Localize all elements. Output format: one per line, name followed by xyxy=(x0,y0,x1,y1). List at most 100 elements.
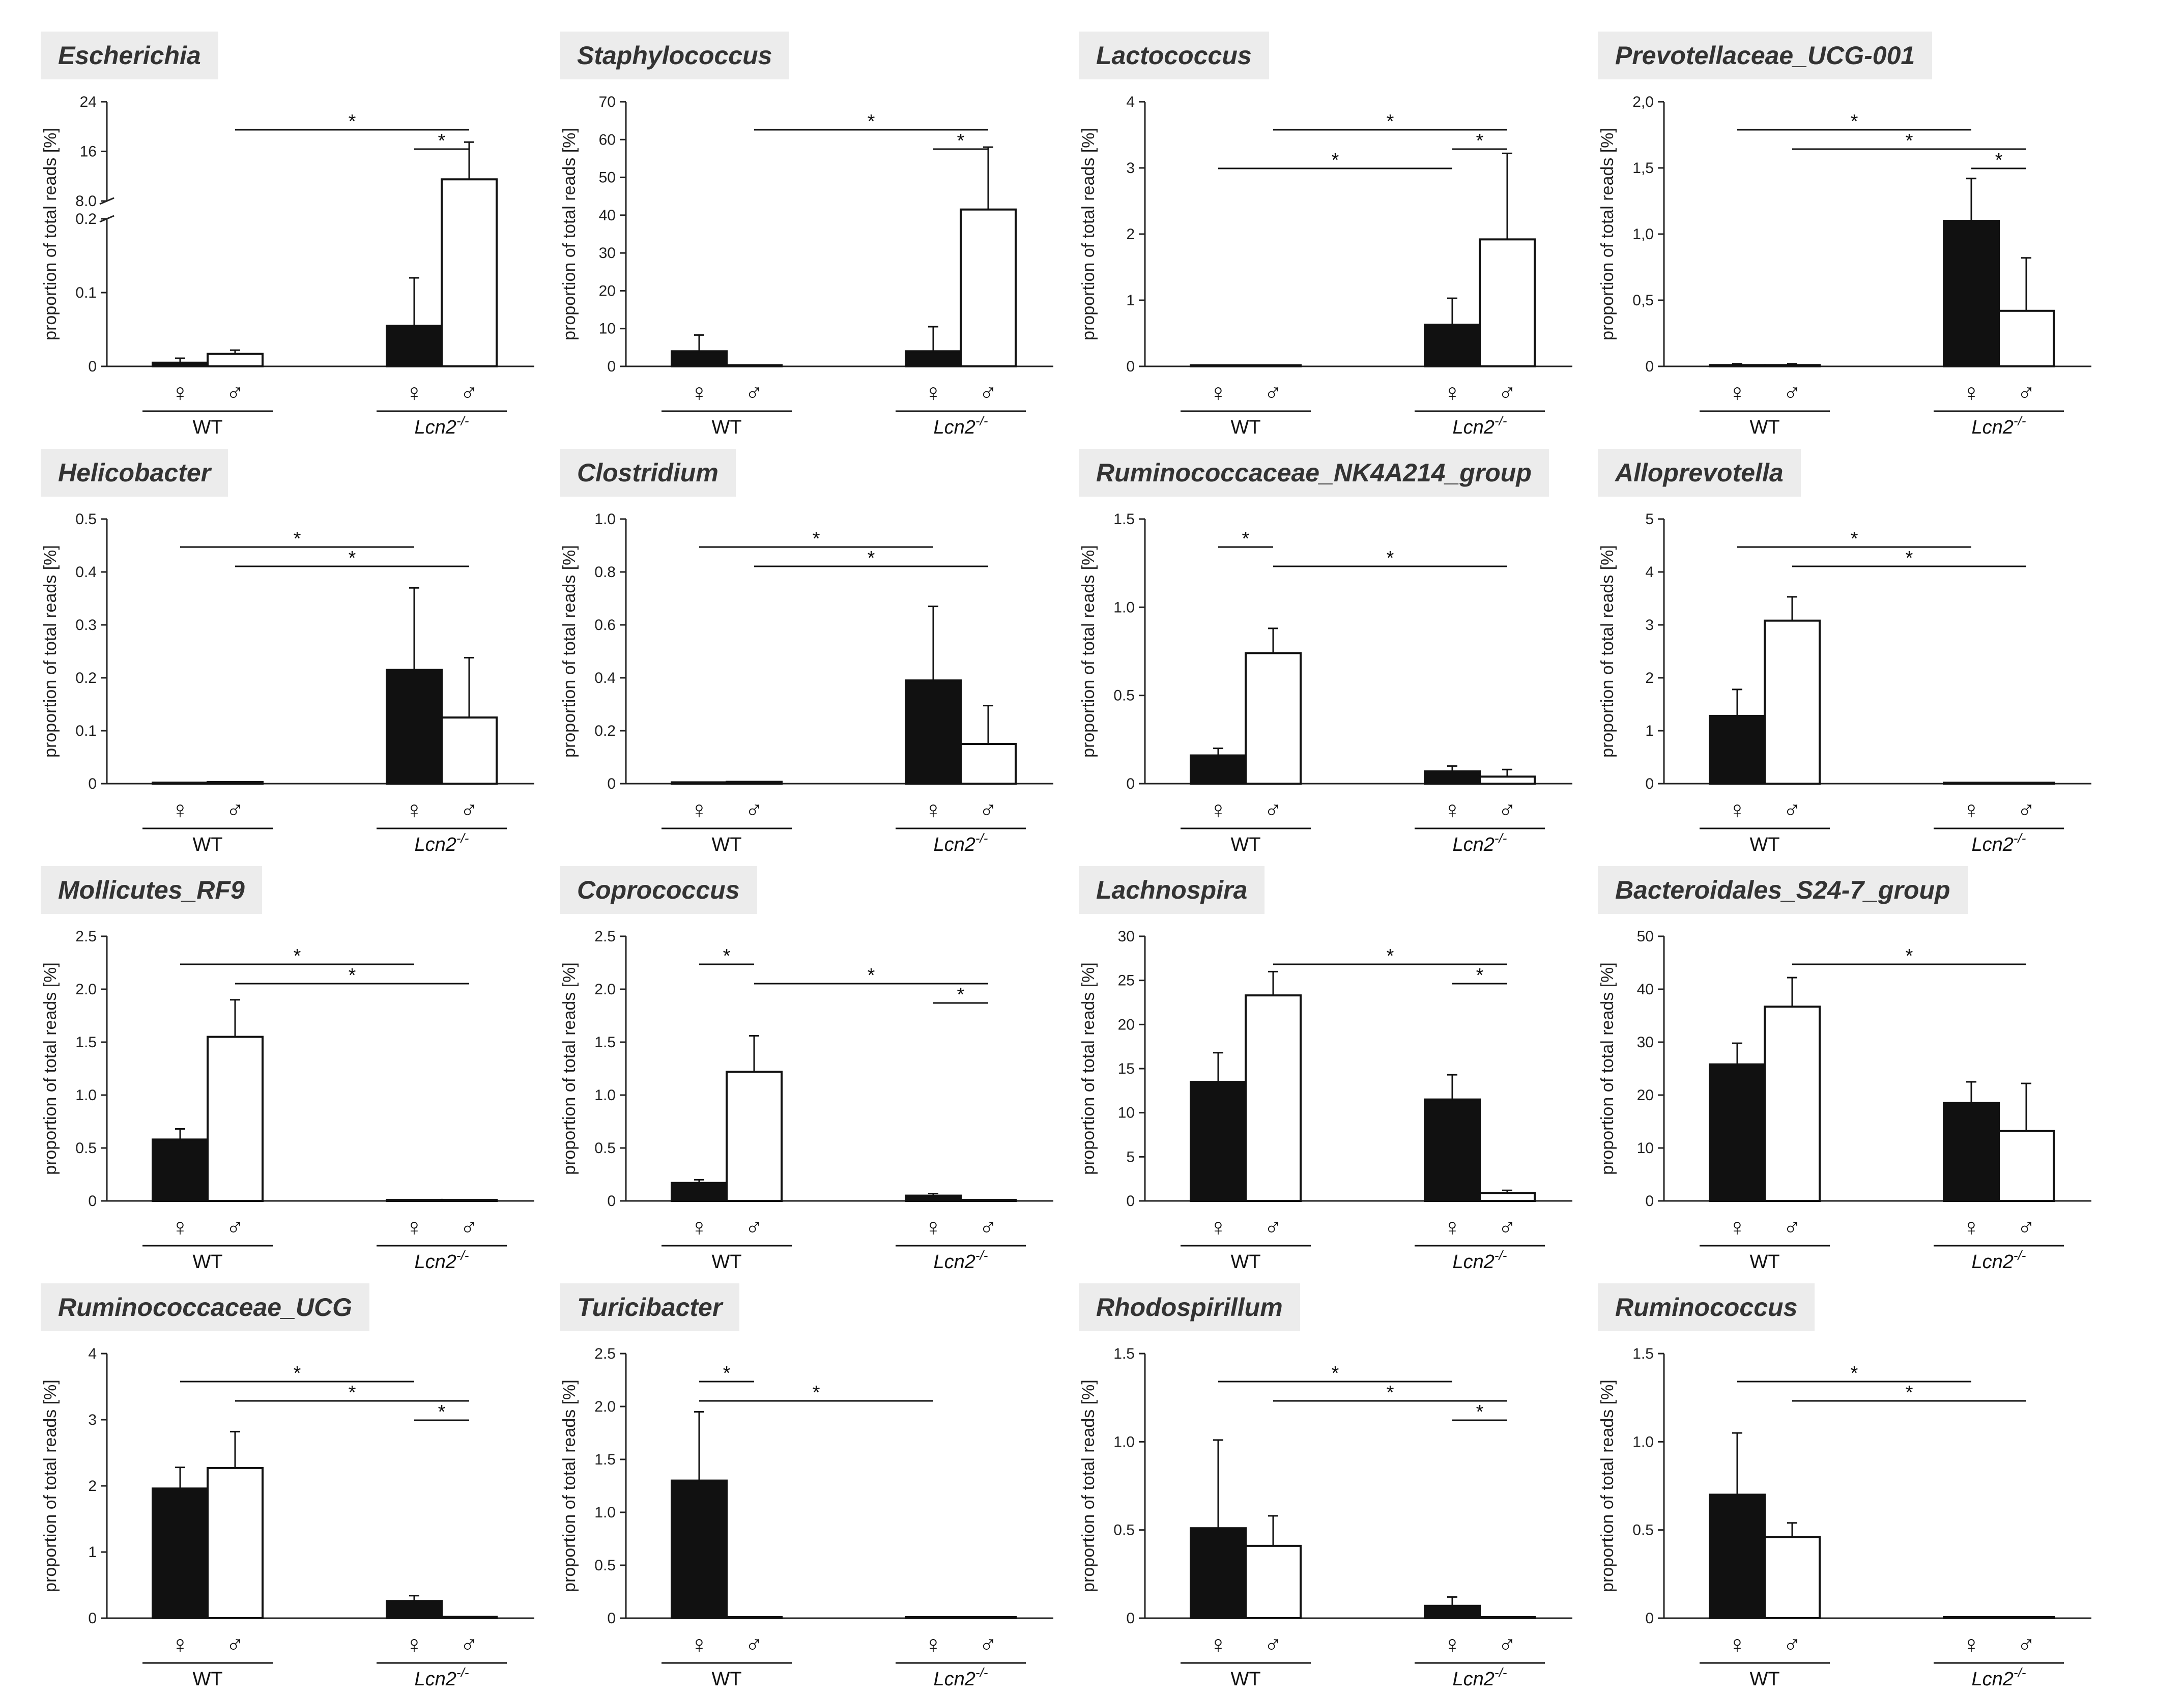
sex-symbol: ♂ xyxy=(2017,797,2035,824)
y-tick-label: 0.5 xyxy=(75,511,97,528)
group-label: Lcn2-/- xyxy=(934,830,988,855)
chart-svg: 0 0.5 1.0 1.5 proportion of total reads [%] ♀… xyxy=(1598,1345,2091,1689)
significance-star: * xyxy=(438,130,446,152)
y-tick-label: 0,5 xyxy=(1632,292,1654,309)
y-tick-label: 24 xyxy=(80,94,97,110)
y-tick-label: 0 xyxy=(88,358,97,375)
chart-panel: 0 1 2 3 4 proportion of total reads [%] ♀ ♂ WT ♀ ♂… xyxy=(20,1272,550,1689)
group-label-base: Lcn2 xyxy=(1972,1251,2014,1272)
group-label-superscript: -/- xyxy=(456,830,469,846)
sex-symbol: ♂ xyxy=(460,1214,478,1241)
bar xyxy=(1709,714,1766,785)
y-tick-label: 0 xyxy=(1126,776,1135,792)
chart-svg: 0 10 20 30 40 50 proportion of total reads [%]… xyxy=(1598,928,2091,1272)
y-tick-label: 60 xyxy=(599,131,616,148)
group-label: WT xyxy=(1749,417,1779,438)
y-tick-label: 16 xyxy=(80,143,97,160)
significance-star: * xyxy=(349,965,356,986)
chart-panel: 0 0.5 1.0 1.5 proportion of total reads [%] ♀… xyxy=(1577,1272,2107,1689)
y-tick-label: 20 xyxy=(1118,1016,1135,1033)
y-tick-label: 3 xyxy=(1645,617,1654,634)
y-tick-label: 0 xyxy=(607,1610,616,1627)
sex-symbol: ♂ xyxy=(226,1631,244,1658)
y-tick-label: 1.5 xyxy=(594,1034,616,1051)
sex-symbol: ♀ xyxy=(1962,1631,1980,1658)
chart-svg: 0 0.1 0.2 0.3 0.4 0.5 proportion of total read… xyxy=(41,511,534,855)
y-axis-label: proportion of total reads [%] xyxy=(41,128,60,340)
group-label: Lcn2-/- xyxy=(1453,830,1507,855)
group-label-base: Lcn2 xyxy=(934,834,975,855)
significance-star: * xyxy=(813,528,820,550)
group-label: WT xyxy=(711,1251,741,1272)
sex-symbol: ♀ xyxy=(1728,380,1746,407)
sex-symbol: ♂ xyxy=(1498,1214,1516,1241)
y-tick-label: 0 xyxy=(1645,1193,1654,1210)
group-label: Lcn2-/- xyxy=(415,830,469,855)
bar xyxy=(905,1194,962,1202)
chart-panel: 0 0.2 0.4 0.6 0.8 1.0 proportion of total read… xyxy=(539,438,1069,855)
y-tick-label: 0.5 xyxy=(1113,1522,1135,1539)
group-label: WT xyxy=(711,417,741,438)
sex-symbol: ♀ xyxy=(405,1631,423,1658)
chart-panel: 0 0.5 1.0 1.5 proportion of total reads [%] ♀… xyxy=(1058,1272,1588,1689)
significance-star: * xyxy=(349,111,356,132)
group-label-superscript: -/- xyxy=(975,1248,988,1263)
sex-symbol: ♀ xyxy=(1728,797,1746,824)
significance-star: * xyxy=(868,548,875,569)
group-label-superscript: -/- xyxy=(1495,413,1507,428)
group-label: WT xyxy=(192,417,222,438)
y-tick-label: 3 xyxy=(88,1412,97,1428)
bar xyxy=(207,781,264,785)
y-tick-label: 1 xyxy=(1645,723,1654,739)
y-tick-label: 1,5 xyxy=(1632,160,1654,177)
group-label: WT xyxy=(1749,1669,1779,1689)
sex-symbol: ♂ xyxy=(1783,1214,1801,1241)
significance-star: * xyxy=(1906,130,1913,152)
bar xyxy=(1424,770,1481,785)
y-tick-label: 0 xyxy=(607,1193,616,1210)
y-tick-label: 30 xyxy=(599,245,616,262)
group-label-base: Lcn2 xyxy=(1972,834,2014,855)
group-label: WT xyxy=(192,834,222,855)
chart-panel: 0 0.5 1.0 1.5 2.0 2.5 proportion of total read… xyxy=(539,855,1069,1272)
sex-symbol: ♂ xyxy=(2017,1214,2035,1241)
group-label-base: Lcn2 xyxy=(1453,1251,1495,1272)
bar xyxy=(671,1479,728,1619)
y-tick-label: 0 xyxy=(1126,1193,1135,1210)
y-tick-label: 4 xyxy=(1645,564,1654,581)
sex-symbol: ♀ xyxy=(171,1214,189,1241)
sex-symbol: ♂ xyxy=(1498,797,1516,824)
significance-star: * xyxy=(723,1363,731,1384)
significance-star: * xyxy=(957,130,965,152)
group-label-superscript: -/- xyxy=(456,1665,469,1680)
y-tick-label: 4 xyxy=(88,1345,97,1362)
bar xyxy=(1764,1536,1821,1619)
sex-symbol: ♂ xyxy=(2017,1631,2035,1658)
significance-star: * xyxy=(438,1401,446,1423)
bar xyxy=(1190,754,1247,785)
chart-svg: 0 0.5 1.0 1.5 proportion of total reads [%] ♀… xyxy=(1079,511,1572,855)
significance-star: * xyxy=(1242,528,1250,550)
group-label: Lcn2-/- xyxy=(415,413,469,438)
chart-svg: 0 0.1 0.28.0 16 24 proportion of total reads … xyxy=(41,94,534,438)
y-tick-label: 1.0 xyxy=(1113,599,1135,616)
y-tick-label: 10 xyxy=(599,321,616,337)
chart-svg: 0 5 10 15 20 25 30 proportion of total reads [%… xyxy=(1079,928,1572,1272)
y-tick-label: 0 xyxy=(88,1610,97,1627)
y-tick-label: 70 xyxy=(599,94,616,110)
group-label-superscript: -/- xyxy=(1495,1248,1507,1263)
y-tick-label: 1.0 xyxy=(1632,1433,1654,1450)
group-label-superscript: -/- xyxy=(975,1665,988,1680)
sex-symbol: ♂ xyxy=(745,380,763,407)
chart-svg: 0 0.5 1.0 1.5 2.0 2.5 proportion of total read… xyxy=(560,928,1053,1272)
y-tick-label: 0.4 xyxy=(75,564,97,581)
y-tick-label: 0.1 xyxy=(75,723,97,739)
y-tick-label: 0 xyxy=(1126,1610,1135,1627)
y-tick-label: 0.5 xyxy=(594,1557,616,1574)
bar xyxy=(386,669,443,785)
group-label: WT xyxy=(1230,1251,1260,1272)
y-tick-label: 1.0 xyxy=(594,511,616,528)
group-label-superscript: -/- xyxy=(456,413,469,428)
significance-star: * xyxy=(1906,945,1913,967)
